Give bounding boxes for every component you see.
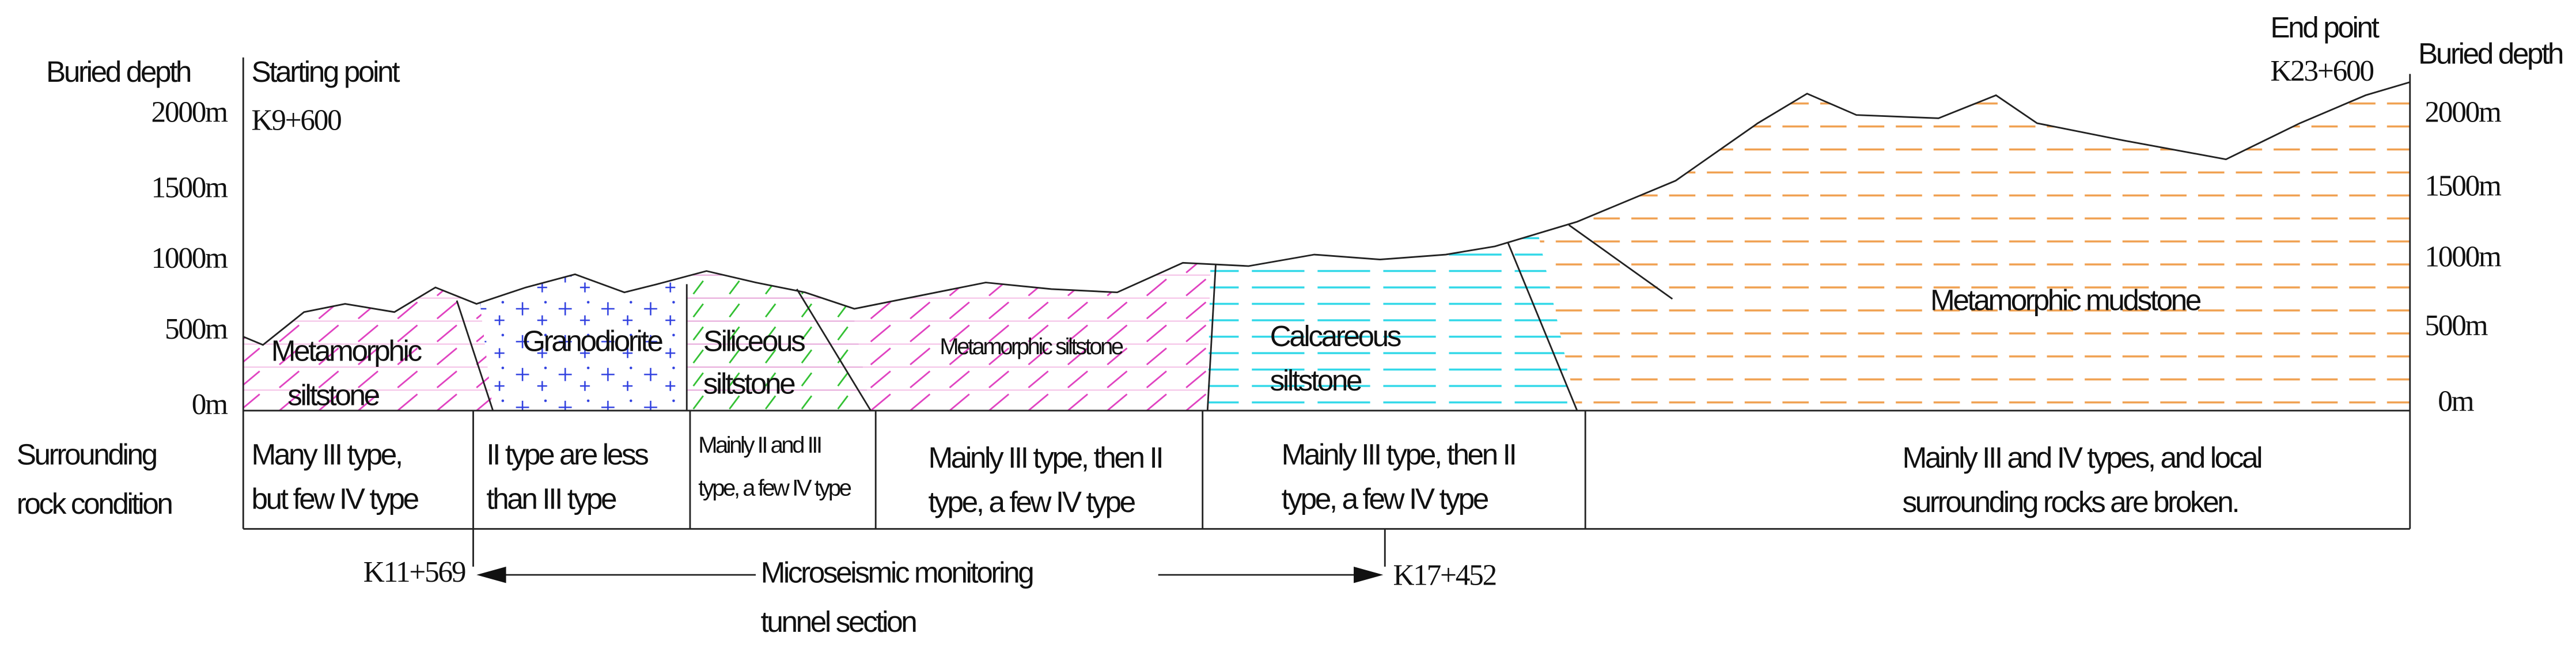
- monitoring-label: tunnel section: [761, 605, 916, 638]
- boundary-line: [1568, 224, 1673, 300]
- boundary-line: [456, 300, 494, 411]
- monitoring-start: K11+569: [363, 556, 465, 589]
- depth-tick: 1000m: [2425, 240, 2502, 273]
- boundary-line: [1507, 242, 1578, 411]
- row-header: rock condition: [17, 487, 172, 520]
- axis-title: Buried depth: [2418, 37, 2563, 70]
- zone-label: Metamorphic: [271, 335, 422, 367]
- table-cell: type, a few IV type: [698, 475, 851, 500]
- boundaries: [242, 57, 2411, 576]
- table-cell: Mainly III type, then II: [1282, 438, 1516, 471]
- axis-title: Buried depth: [46, 55, 191, 88]
- depth-tick: 1500m: [151, 172, 229, 204]
- depth-tick: 2000m: [151, 96, 229, 128]
- zone-label: Calcareous: [1270, 320, 1401, 352]
- table-cell: surrounding rocks are broken.: [1903, 486, 2238, 518]
- terrain-profile: [243, 81, 2411, 346]
- zone-label: siltstone: [703, 367, 795, 400]
- start-label: Starting point: [252, 55, 400, 88]
- table-cell: Mainly III type, then II: [928, 441, 1162, 474]
- zone-label: Granodiorite: [522, 325, 662, 358]
- row-header: Surrounding: [17, 438, 157, 471]
- boundary-line: [796, 289, 872, 411]
- table-cell: Mainly III and IV types, and local: [1903, 441, 2261, 474]
- zone-label: Metamorphic mudstone: [1930, 283, 2201, 316]
- monitoring-end: K17+452: [1393, 559, 1496, 592]
- table-cell: Mainly II and III: [698, 433, 821, 458]
- start-chainage: K9+600: [252, 104, 342, 137]
- depth-tick: 0m: [2438, 385, 2474, 418]
- arrow-head: [1354, 566, 1384, 583]
- table-cell: type, a few IV type: [928, 486, 1135, 518]
- table-cell: type, a few IV type: [1282, 482, 1488, 515]
- table-cell: II type are less: [486, 438, 648, 471]
- arrow-head: [476, 566, 506, 583]
- zone-label: siltstone: [287, 379, 379, 412]
- table-cell: than III type: [486, 482, 616, 515]
- zone-label: Siliceous: [703, 325, 805, 358]
- depth-tick: 1000m: [151, 242, 229, 275]
- depth-tick: 500m: [2425, 309, 2488, 342]
- depth-tick: 2000m: [2425, 96, 2502, 128]
- monitoring-label: Microseismic monitoring: [761, 556, 1033, 589]
- end-chainage: K23+600: [2270, 55, 2373, 88]
- depth-tick: 1500m: [2425, 170, 2502, 203]
- zone-label: siltstone: [1270, 364, 1362, 397]
- depth-tick: 500m: [165, 313, 228, 346]
- zone-label: Metamorphic siltstone: [940, 334, 1123, 359]
- depth-tick: 0m: [192, 388, 228, 421]
- table-cell: but few IV type: [252, 482, 419, 515]
- end-label: End point: [2270, 11, 2379, 44]
- table-cell: Many III type,: [252, 438, 401, 471]
- boundary-line: [1206, 264, 1217, 411]
